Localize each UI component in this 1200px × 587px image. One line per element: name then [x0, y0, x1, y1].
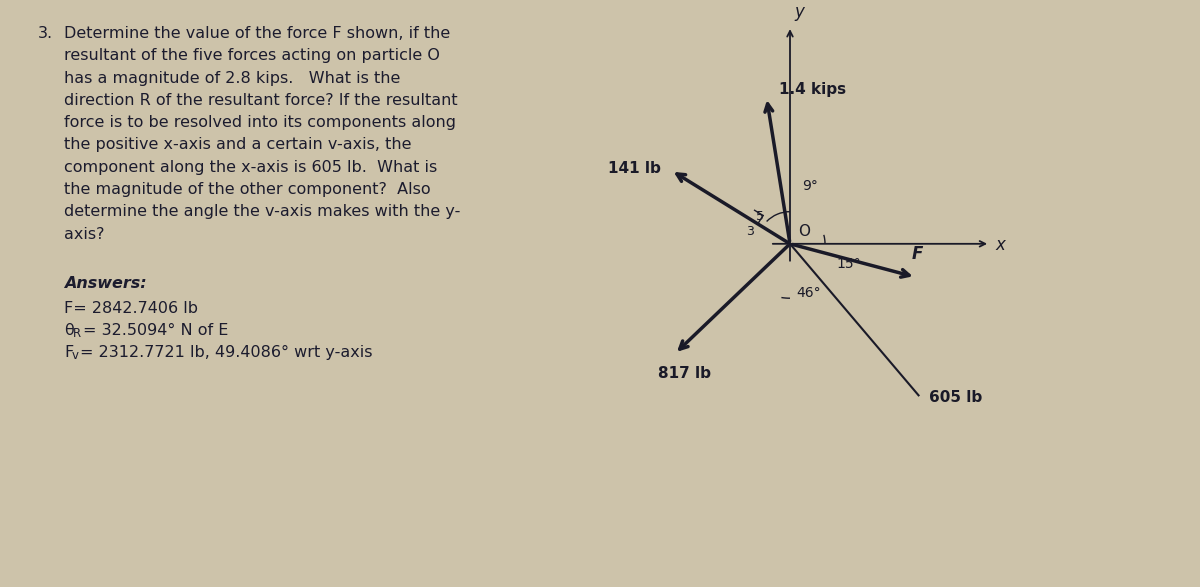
Text: resultant of the five forces acting on particle O: resultant of the five forces acting on p… — [64, 49, 440, 63]
Text: determine the angle the v-axis makes with the y-: determine the angle the v-axis makes wit… — [64, 204, 461, 220]
Text: axis?: axis? — [64, 227, 104, 241]
Text: x: x — [995, 236, 1004, 254]
Text: F= 2842.7406 lb: F= 2842.7406 lb — [64, 301, 198, 316]
Text: θ: θ — [64, 323, 73, 338]
Text: O: O — [798, 224, 810, 239]
Text: R: R — [73, 327, 82, 340]
Text: direction R of the resultant force? If the resultant: direction R of the resultant force? If t… — [64, 93, 457, 108]
Text: the positive x-axis and a certain v-axis, the: the positive x-axis and a certain v-axis… — [64, 137, 412, 153]
Text: 3: 3 — [746, 225, 754, 238]
Text: 15°: 15° — [836, 257, 860, 271]
Text: F: F — [64, 345, 73, 360]
Text: force is to be resolved into its components along: force is to be resolved into its compone… — [64, 115, 456, 130]
Text: 605 lb: 605 lb — [929, 390, 982, 406]
Text: has a magnitude of 2.8 kips.   What is the: has a magnitude of 2.8 kips. What is the — [64, 71, 401, 86]
Text: Answers:: Answers: — [64, 276, 146, 292]
Text: 3.: 3. — [38, 26, 53, 41]
Text: 141 lb: 141 lb — [608, 161, 661, 176]
Text: 1.4 kips: 1.4 kips — [779, 82, 846, 97]
Text: = 2312.7721 lb, 49.4086° wrt y-axis: = 2312.7721 lb, 49.4086° wrt y-axis — [80, 345, 372, 360]
Text: 46°: 46° — [796, 286, 821, 301]
Text: component along the x-axis is 605 lb.  What is: component along the x-axis is 605 lb. Wh… — [64, 160, 437, 175]
Text: 9°: 9° — [802, 180, 818, 194]
Text: F: F — [912, 245, 923, 263]
Text: v: v — [72, 349, 79, 362]
Text: = 32.5094° N of E: = 32.5094° N of E — [83, 323, 228, 338]
Text: 817 lb: 817 lb — [659, 366, 712, 380]
Text: the magnitude of the other component?  Also: the magnitude of the other component? Al… — [64, 182, 431, 197]
Text: y: y — [794, 4, 804, 21]
Text: 5: 5 — [756, 210, 764, 222]
Text: Determine the value of the force F shown, if the: Determine the value of the force F shown… — [64, 26, 450, 41]
